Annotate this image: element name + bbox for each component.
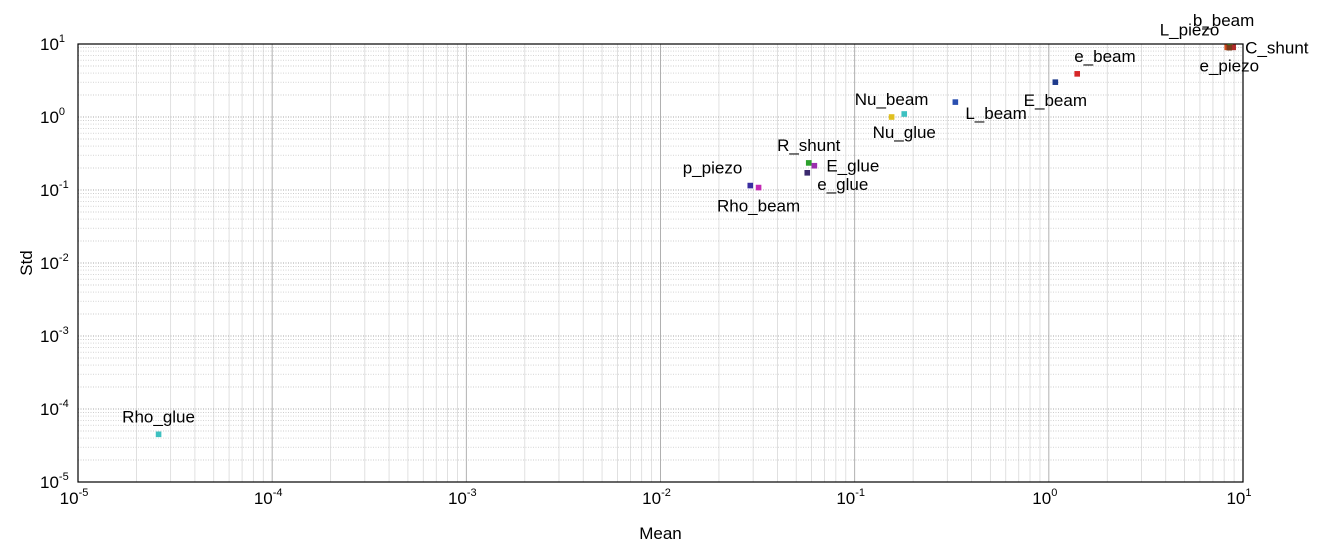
y-axis-label: Std (17, 250, 36, 276)
x-tick-label: 10-5 (60, 487, 89, 508)
data-point-l-beam (952, 99, 959, 105)
data-point-e-beam (1074, 71, 1081, 77)
data-points: Rho_glue p_piezo Rho_beam R_shunt E_gluee_gl… (122, 11, 1309, 438)
data-point-c-shunt (1230, 44, 1236, 51)
data-point-r-shunt (805, 160, 812, 166)
y-tick-label: 10-1 (40, 179, 69, 200)
data-point-e-glue (804, 170, 811, 176)
plot-frame (77, 43, 1244, 483)
point-label: Rho_beam (717, 197, 800, 216)
point-label: e_glue (817, 175, 868, 194)
x-tick-label: 101 (1226, 487, 1251, 508)
data-point-e-glue (811, 162, 818, 169)
point-label: C_shunt (1245, 38, 1309, 57)
x-tick-label: 10-2 (642, 487, 671, 508)
y-tick-label: 10-5 (40, 471, 69, 492)
data-point-nu-beam (888, 114, 895, 120)
point-label: R_shunt (777, 136, 841, 155)
data-point-rho-glue (155, 431, 162, 438)
point-label: e_beam (1074, 47, 1135, 66)
point-label: Nu_glue (873, 123, 936, 142)
y-tick-label: 101 (40, 33, 65, 54)
y-tick-label: 10-2 (40, 252, 69, 273)
point-label: E_glue (826, 157, 879, 176)
point-label: p_piezo (683, 159, 743, 178)
x-axis-ticks: 10-5 10-4 10-3 10-2 10-1 100 101 (60, 487, 1252, 508)
point-label: Rho_glue (122, 407, 195, 426)
data-point-e-piezo (1226, 44, 1233, 51)
point-label: L_beam (965, 104, 1026, 123)
x-tick-label: 100 (1032, 487, 1057, 508)
x-axis-label: Mean (639, 524, 682, 543)
y-tick-label: 100 (40, 106, 65, 127)
data-point-p-piezo (747, 182, 754, 189)
x-tick-label: 10-4 (254, 487, 283, 508)
y-tick-label: 10-4 (40, 398, 69, 419)
point-label: e_piezo (1200, 57, 1260, 76)
point-label: L_piezo (1160, 20, 1220, 39)
point-label: E_beam (1024, 91, 1087, 110)
y-tick-label: 10-3 (40, 325, 69, 346)
data-point-e-beam (1052, 79, 1059, 85)
point-label: Nu_beam (855, 90, 929, 109)
x-tick-label: 10-3 (448, 487, 477, 508)
x-tick-label: 10-1 (836, 487, 865, 508)
data-point-nu-glue (901, 111, 908, 117)
y-axis-ticks: 10-5 10-4 10-3 10-2 10-1 100 101 (40, 33, 69, 492)
data-point-rho-beam (755, 184, 762, 191)
point-label: b_beam (1193, 11, 1254, 30)
